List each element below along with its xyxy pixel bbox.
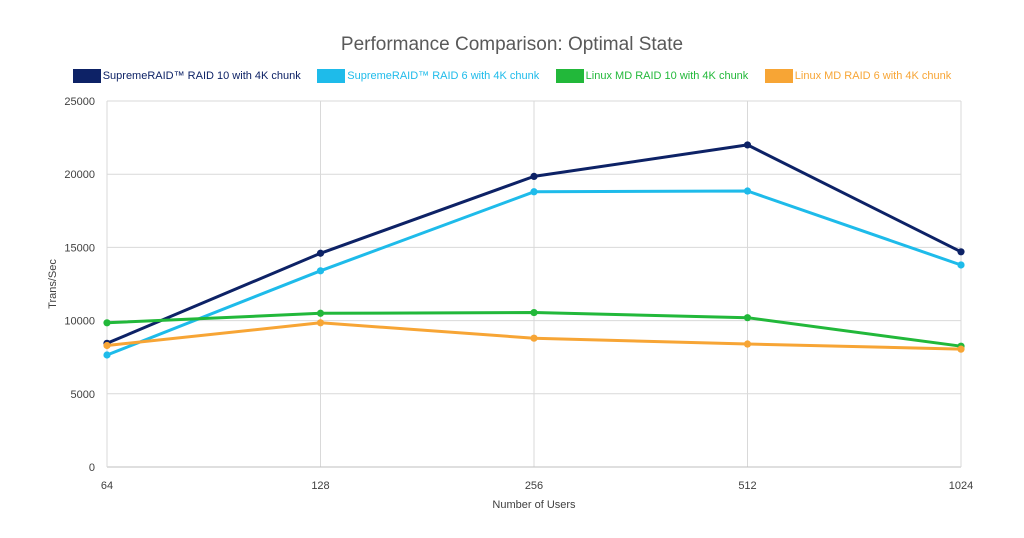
- legend-item-linux-md-raid6[interactable]: Linux MD RAID 6 with 4K chunk: [764, 68, 952, 83]
- legend-item-supremeraid-raid10[interactable]: SupremeRAID™ RAID 10 with 4K chunk: [72, 68, 301, 83]
- x-axis-label: Number of Users: [492, 499, 576, 511]
- data-point-series-1: [103, 351, 111, 359]
- chart-title: Performance Comparison: Optimal State: [340, 34, 684, 55]
- legend-item-supremeraid-raid6[interactable]: SupremeRAID™ RAID 6 with 4K chunk: [317, 68, 540, 83]
- x-tick-label: 128: [311, 480, 329, 492]
- data-point-series-3: [743, 340, 752, 348]
- y-tick-label: 5000: [71, 389, 95, 401]
- data-point-series-0: [957, 248, 965, 256]
- x-tick-label: 64: [101, 480, 113, 492]
- y-tick-label: 20000: [64, 169, 95, 181]
- data-point-series-3: [316, 319, 325, 327]
- gridlines: [107, 100, 961, 467]
- x-tick-label: 256: [525, 480, 543, 492]
- legend-swatch: [317, 68, 346, 83]
- data-point-series-1: [316, 267, 325, 275]
- data-point-series-2: [530, 308, 538, 317]
- legend-item-linux-md-raid10[interactable]: Linux MD RAID 10 with 4K chunk: [555, 68, 749, 83]
- series-lines: [103, 141, 965, 359]
- legend-label: Linux MD RAID 10 with 4K chunk: [585, 69, 749, 82]
- data-point-series-1: [957, 261, 965, 269]
- y-tick-label: 25000: [64, 96, 95, 108]
- y-axis-label: Trans/Sec: [47, 259, 59, 309]
- data-point-series-3: [530, 334, 538, 342]
- data-point-series-2: [743, 314, 752, 322]
- x-tick-label: 512: [738, 480, 756, 492]
- y-tick-label: 0: [89, 462, 95, 474]
- data-point-series-0: [316, 249, 325, 257]
- data-point-series-1: [530, 188, 538, 196]
- data-point-series-2: [316, 309, 325, 317]
- legend-label: SupremeRAID™ RAID 6 with 4K chunk: [347, 69, 540, 82]
- data-point-series-0: [743, 141, 752, 149]
- data-point-series-0: [530, 172, 538, 180]
- data-point-series-3: [103, 341, 111, 350]
- legend-swatch: [72, 68, 101, 83]
- legend-label: Linux MD RAID 6 with 4K chunk: [794, 69, 952, 82]
- legend-swatch: [764, 68, 793, 83]
- legend-label: SupremeRAID™ RAID 10 with 4K chunk: [102, 69, 301, 82]
- data-point-series-1: [743, 187, 752, 195]
- legend-swatch: [555, 68, 584, 83]
- data-point-series-2: [103, 319, 111, 327]
- axes: 0 5000 10000 15000 20000 25000 64 128 256 512 1024: [64, 96, 973, 492]
- data-point-series-3: [957, 345, 965, 353]
- y-tick-label: 15000: [64, 242, 95, 254]
- legend: SupremeRAID™ RAID 10 with 4K chunk Supre…: [0, 67, 1024, 85]
- x-tick-label: 1024: [949, 480, 973, 492]
- y-tick-label: 10000: [64, 316, 95, 328]
